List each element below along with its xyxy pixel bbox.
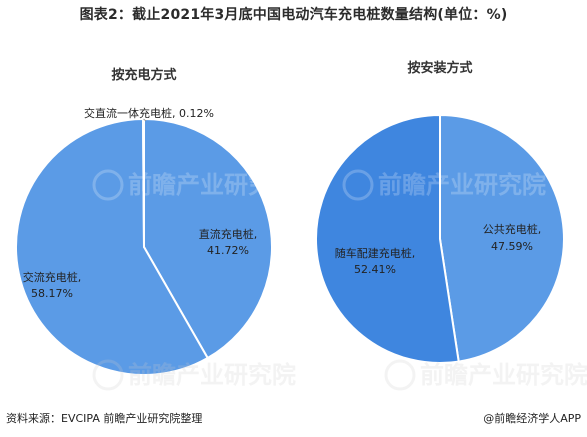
chart-title-installation: 按安装方式 <box>407 60 472 76</box>
label-vehicle-value: 52.41% <box>354 263 396 276</box>
label-ac-dc-integrated: 交直流一体充电桩, 0.12% <box>84 106 214 120</box>
source-note: 资料来源：EVCIPA 前瞻产业研究院整理 <box>6 412 203 425</box>
label-dc-name: 直流充电桩, <box>199 227 258 241</box>
watermark-text: 前瞻产业研究院 <box>128 361 296 389</box>
pie-chart-installation: 按安装方式 公共充电桩, 47.59% 随车配建充电桩, 52.41% <box>315 60 565 364</box>
watermark-logo-icon <box>342 169 374 201</box>
watermark-logo-icon <box>384 359 416 391</box>
leader-line-ac-dc <box>143 118 147 122</box>
pie-slice-ac <box>15 118 209 376</box>
watermark-text: 前瞻产业研究院 <box>378 171 546 199</box>
watermark-logo-icon <box>92 169 124 201</box>
pie-slice-public <box>439 114 565 363</box>
page-title: 图表2：截止2021年3月底中国电动汽车充电桩数量结构(单位：%) <box>79 7 508 23</box>
watermark-text: 前瞻产业研究院 <box>128 171 296 199</box>
label-public-name: 公共充电桩, <box>483 222 542 236</box>
watermark-logo-icon <box>92 359 124 391</box>
label-ac-name: 交流充电桩, <box>23 270 82 284</box>
chart-title-charging-mode: 按充电方式 <box>111 67 176 83</box>
label-ac-value: 58.17% <box>31 287 73 300</box>
brand-credit: @前瞻经济学人APP <box>483 412 581 425</box>
pie-slice-dc <box>143 118 273 360</box>
pie-chart-charging-mode: 按充电方式 交直流一体充电桩, 0.12% 直流充电桩, 41.72% 交流充电… <box>15 67 273 376</box>
label-vehicle-name: 随车配建充电桩, <box>335 246 416 260</box>
label-public-value: 47.59% <box>491 240 533 253</box>
pie-slice-vehicle <box>315 114 460 364</box>
label-dc-value: 41.72% <box>207 244 249 257</box>
watermark-text: 前瞻产业研究院 <box>420 361 587 389</box>
watermark-group: 前瞻产业研究院 前瞻产业研究院 前瞻产业研究院 前瞻产业研究院 <box>92 169 587 391</box>
